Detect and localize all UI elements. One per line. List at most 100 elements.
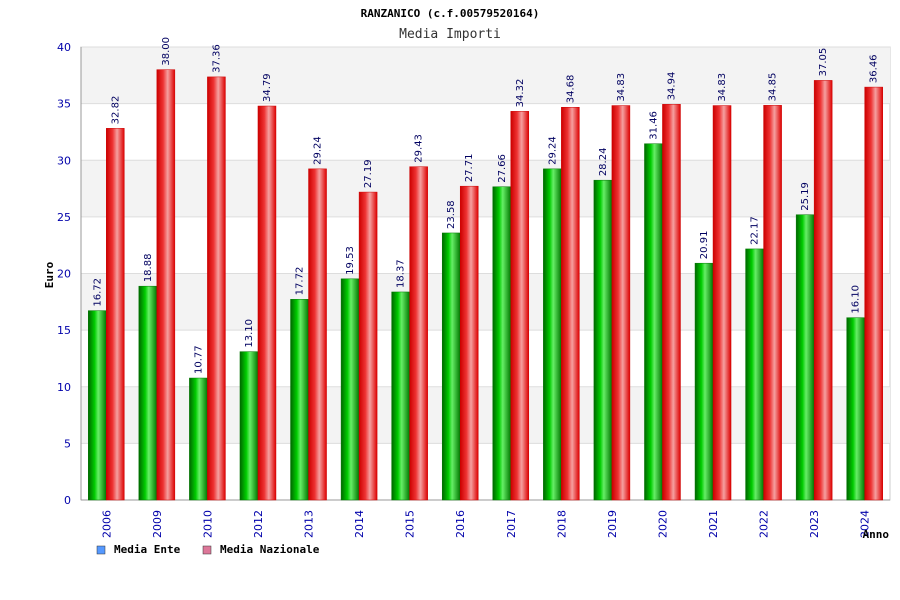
legend: Media Ente Media Nazionale — [96, 543, 320, 556]
value-label-media-nazionale-2019: 34.83 — [616, 73, 627, 102]
bar-media-ente-2024 — [846, 317, 865, 501]
bar-media-nazionale-2013 — [308, 168, 327, 501]
value-label-media-nazionale-2009: 38.00 — [161, 37, 172, 66]
value-label-media-nazionale-2020: 34.94 — [666, 72, 677, 101]
bar-media-ente-2015 — [391, 291, 410, 501]
bar-media-nazionale-2019 — [611, 105, 631, 501]
bar-media-ente-2013 — [290, 299, 309, 501]
bar-media-nazionale-2006 — [106, 128, 125, 501]
bar-media-ente-2017 — [492, 186, 512, 501]
x-tick-label-2016: 2016 — [454, 510, 467, 538]
value-label-media-nazionale-2010: 37.36 — [211, 44, 222, 73]
x-tick-label-2018: 2018 — [555, 510, 568, 538]
bars — [88, 69, 883, 501]
bar-media-nazionale-2009 — [156, 69, 176, 501]
x-axis-label: Anno — [863, 528, 890, 541]
value-label-media-ente-2012: 13.10 — [244, 319, 255, 348]
bar-media-nazionale-2023 — [813, 80, 833, 501]
value-label-media-nazionale-2014: 27.19 — [363, 159, 374, 188]
y-axis-label: Euro — [43, 261, 56, 288]
y-tick-label: 35 — [57, 98, 71, 111]
y-tick-label: 10 — [57, 381, 71, 394]
bar-media-nazionale-2020 — [662, 104, 681, 501]
x-tick-label-2012: 2012 — [252, 510, 265, 538]
bar-media-nazionale-2018 — [561, 106, 580, 501]
x-tick-label-2017: 2017 — [505, 510, 518, 538]
value-label-media-nazionale-2012: 34.79 — [262, 73, 273, 102]
x-tick-label-2023: 2023 — [808, 510, 821, 538]
legend-label-media-nazionale: Media Nazionale — [220, 543, 320, 556]
bar-media-nazionale-2024 — [864, 86, 883, 501]
value-label-media-ente-2010: 10.77 — [193, 345, 204, 374]
value-label-media-nazionale-2013: 29.24 — [313, 136, 324, 165]
value-label-media-ente-2019: 28.24 — [598, 148, 609, 177]
bar-media-ente-2012 — [239, 351, 259, 501]
bar-media-ente-2006 — [88, 310, 107, 501]
bar-media-nazionale-2016 — [459, 185, 479, 501]
x-tick-label-2020: 2020 — [656, 510, 669, 538]
bar-media-ente-2023 — [795, 214, 815, 501]
x-tick-label-2024: 2024 — [859, 510, 872, 538]
value-label-media-nazionale-2006: 32.82 — [110, 96, 121, 125]
value-label-media-nazionale-2021: 34.83 — [717, 73, 728, 102]
bar-media-ente-2020 — [644, 143, 663, 501]
bar-media-nazionale-2010 — [207, 76, 226, 501]
value-label-media-ente-2009: 18.88 — [143, 254, 154, 283]
y-tick-label: 20 — [57, 268, 71, 281]
bar-media-nazionale-2015 — [409, 166, 428, 501]
value-label-media-nazionale-2018: 34.68 — [565, 75, 576, 104]
value-label-media-ente-2023: 25.19 — [800, 182, 811, 211]
value-label-media-ente-2018: 29.24 — [547, 136, 558, 165]
bar-media-ente-2016 — [441, 232, 461, 501]
legend-swatch-media-nazionale — [202, 545, 212, 555]
legend-label-media-ente: Media Ente — [114, 543, 181, 556]
bar-media-ente-2009 — [138, 285, 158, 501]
bar-media-ente-2014 — [340, 278, 360, 501]
chart-subtitle: Media Importi — [399, 27, 501, 42]
value-label-media-ente-2006: 16.72 — [92, 278, 103, 307]
value-label-media-ente-2014: 19.53 — [345, 246, 356, 275]
x-tick-label-2013: 2013 — [303, 510, 316, 538]
value-label-media-ente-2022: 22.17 — [750, 216, 761, 245]
legend-swatch-media-ente — [96, 545, 106, 555]
y-tick-label: 5 — [64, 437, 71, 450]
x-tick-label-2010: 2010 — [201, 510, 214, 538]
value-label-media-nazionale-2016: 27.71 — [464, 154, 475, 183]
x-tick-label-2006: 2006 — [100, 510, 113, 538]
value-label-media-ente-2024: 16.10 — [851, 285, 862, 314]
bar-media-ente-2019 — [593, 179, 613, 501]
bar-media-nazionale-2012 — [257, 105, 277, 501]
x-tick-label-2022: 2022 — [758, 510, 771, 538]
value-label-media-ente-2020: 31.46 — [648, 111, 659, 140]
bar-media-nazionale-2017 — [510, 111, 530, 501]
value-label-media-nazionale-2022: 34.85 — [768, 73, 779, 102]
value-label-media-ente-2021: 20.91 — [699, 231, 710, 260]
value-label-media-nazionale-2023: 37.05 — [818, 48, 829, 77]
y-tick-label: 30 — [57, 154, 71, 167]
value-label-media-nazionale-2024: 36.46 — [869, 54, 880, 83]
value-label-media-ente-2015: 18.37 — [396, 259, 407, 288]
chart-title: RANZANICO (c.f.00579520164) — [361, 7, 540, 20]
value-label-media-ente-2017: 27.66 — [497, 154, 508, 183]
bar-media-nazionale-2022 — [763, 105, 782, 501]
x-tick-label-2015: 2015 — [404, 510, 417, 538]
bar-media-nazionale-2014 — [358, 191, 378, 501]
bar-media-ente-2018 — [543, 168, 562, 501]
x-tick-label-2021: 2021 — [707, 510, 720, 538]
bar-media-ente-2022 — [745, 248, 764, 501]
value-labels: 16.72 32.82 18.88 38.00 10.77 37.36 13.10 34.79… — [92, 37, 879, 374]
value-label-media-ente-2013: 17.72 — [295, 267, 306, 296]
y-tick-label: 40 — [57, 41, 71, 54]
bar-media-nazionale-2021 — [712, 105, 732, 501]
value-label-media-ente-2016: 23.58 — [446, 200, 457, 229]
y-tick-label: 15 — [57, 324, 71, 337]
x-tick-label-2009: 2009 — [151, 510, 164, 538]
x-axis-ticks: 2006 2009 2010 2012 2013 2014 2015 2016 2017 2018… — [100, 510, 871, 538]
y-tick-label: 25 — [57, 211, 71, 224]
bar-media-ente-2010 — [189, 377, 208, 501]
y-axis-ticks: 0 5 10 15 20 25 30 35 40 — [57, 41, 71, 507]
y-tick-label: 0 — [64, 494, 71, 507]
bar-media-ente-2021 — [694, 262, 714, 501]
x-tick-label-2014: 2014 — [353, 510, 366, 538]
